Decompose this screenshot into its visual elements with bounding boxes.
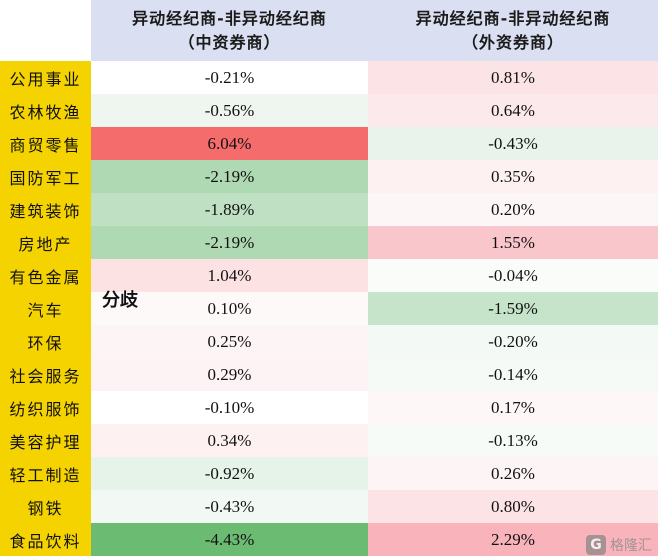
chinese-broker-value: -2.19% — [91, 226, 368, 259]
industry-label: 农林牧渔 — [0, 94, 91, 127]
industry-label: 汽车 — [0, 292, 91, 325]
table-row: 钢铁 -0.43% 0.80% — [0, 490, 658, 523]
foreign-broker-value: 0.26% — [368, 457, 658, 490]
foreign-broker-value: -0.20% — [368, 325, 658, 358]
industry-label: 有色金属 — [0, 259, 91, 292]
foreign-broker-value: -0.13% — [368, 424, 658, 457]
foreign-broker-value: 1.55% — [368, 226, 658, 259]
watermark-text: 格隆汇 — [610, 538, 652, 554]
table-row: 建筑装饰 -1.89% 0.20% — [0, 193, 658, 226]
table-row: 食品饮料 -4.43% 2.29% — [0, 523, 658, 556]
chinese-broker-value: -0.21% — [91, 61, 368, 94]
industry-label: 食品饮料 — [0, 523, 91, 556]
header-chinese-brokers: 异动经纪商-非异动经纪商 （中资券商） — [91, 0, 368, 61]
chinese-broker-value: 0.10% — [91, 292, 368, 325]
chinese-broker-value: -0.56% — [91, 94, 368, 127]
foreign-broker-value: 0.81% — [368, 61, 658, 94]
industry-label: 环保 — [0, 325, 91, 358]
table-row: 纺织服饰 -0.10% 0.17% — [0, 391, 658, 424]
chinese-broker-value: 6.04% — [91, 127, 368, 160]
watermark: G 格隆汇 — [586, 535, 652, 555]
industry-label: 房地产 — [0, 226, 91, 259]
chinese-broker-value: 0.34% — [91, 424, 368, 457]
foreign-broker-value: -0.43% — [368, 127, 658, 160]
industry-label: 钢铁 — [0, 490, 91, 523]
header-foreign-subtitle: （外资券商） — [461, 32, 564, 52]
foreign-broker-value: 0.17% — [368, 391, 658, 424]
table-row: 轻工制造 -0.92% 0.26% — [0, 457, 658, 490]
foreign-broker-value: 0.80% — [368, 490, 658, 523]
header-foreign-title: 异动经纪商-非异动经纪商 — [415, 8, 611, 28]
header-foreign-brokers: 异动经纪商-非异动经纪商 （外资券商） — [368, 0, 658, 61]
table-row: 房地产 -2.19% 1.55% — [0, 226, 658, 259]
table-row: 公用事业 -0.21% 0.81% — [0, 61, 658, 94]
foreign-broker-value: -1.59% — [368, 292, 658, 325]
chinese-broker-value: -4.43% — [91, 523, 368, 556]
industry-label: 社会服务 — [0, 358, 91, 391]
table-row: 美容护理 0.34% -0.13% — [0, 424, 658, 457]
header-chinese-subtitle: （中资券商） — [178, 32, 281, 52]
chinese-broker-value: 1.04% — [91, 259, 368, 292]
industry-label: 美容护理 — [0, 424, 91, 457]
table-row: 有色金属 1.04% -0.04% — [0, 259, 658, 292]
table-row: 商贸零售 6.04% -0.43% — [0, 127, 658, 160]
chinese-broker-value: -0.10% — [91, 391, 368, 424]
industry-label: 商贸零售 — [0, 127, 91, 160]
divergence-annotation: 分歧 — [102, 290, 138, 311]
header-corner — [0, 0, 91, 61]
table-row: 农林牧渔 -0.56% 0.64% — [0, 94, 658, 127]
chinese-broker-value: -2.19% — [91, 160, 368, 193]
foreign-broker-value: 0.64% — [368, 94, 658, 127]
watermark-logo-icon: G — [586, 535, 606, 555]
industry-label: 公用事业 — [0, 61, 91, 94]
table-row: 社会服务 0.29% -0.14% — [0, 358, 658, 391]
chinese-broker-value: 0.25% — [91, 325, 368, 358]
table-row: 环保 0.25% -0.20% — [0, 325, 658, 358]
industry-label: 纺织服饰 — [0, 391, 91, 424]
industry-label: 国防军工 — [0, 160, 91, 193]
foreign-broker-value: -0.14% — [368, 358, 658, 391]
table-row: 国防军工 -2.19% 0.35% — [0, 160, 658, 193]
foreign-broker-value: 0.20% — [368, 193, 658, 226]
table-row: 汽车 0.10% -1.59% — [0, 292, 658, 325]
foreign-broker-value: 2.29% — [368, 523, 658, 556]
foreign-broker-value: -0.04% — [368, 259, 658, 292]
chinese-broker-value: 0.29% — [91, 358, 368, 391]
industry-label: 建筑装饰 — [0, 193, 91, 226]
chinese-broker-value: -0.92% — [91, 457, 368, 490]
foreign-broker-value: 0.35% — [368, 160, 658, 193]
chinese-broker-value: -0.43% — [91, 490, 368, 523]
chinese-broker-value: -1.89% — [91, 193, 368, 226]
header-chinese-title: 异动经纪商-非异动经纪商 — [132, 8, 327, 28]
industry-label: 轻工制造 — [0, 457, 91, 490]
